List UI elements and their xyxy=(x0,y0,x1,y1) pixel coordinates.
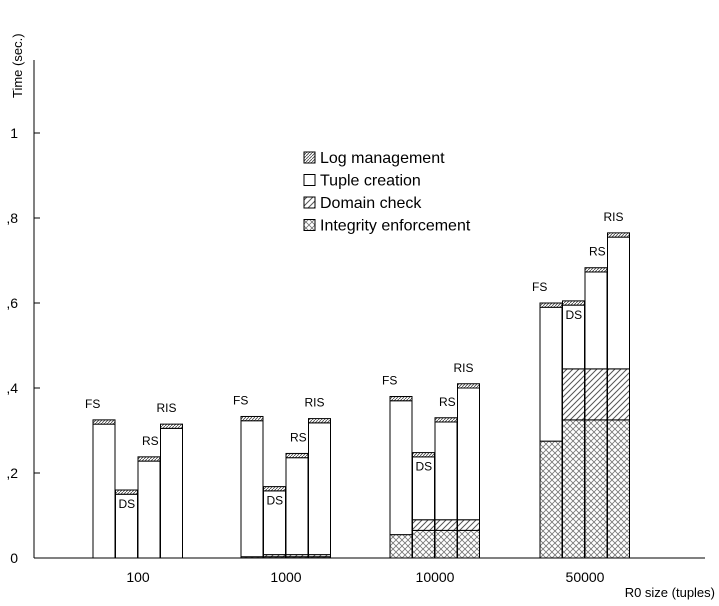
y-tick-label: ,8 xyxy=(6,210,18,226)
bar-segment xyxy=(434,421,458,521)
bar-label: DS xyxy=(566,308,583,322)
bar-segment xyxy=(539,440,563,559)
category-label: 50000 xyxy=(566,569,605,585)
bar-segment xyxy=(584,419,608,559)
bar-label: DS xyxy=(267,494,284,508)
legend-label: Domain check xyxy=(320,195,422,212)
legend-swatch xyxy=(303,151,316,164)
legend-label: Tuple creation xyxy=(320,173,421,190)
y-ticks: 0 ,2 ,4 ,6 ,8 1 xyxy=(6,125,40,566)
bar-label: RIS xyxy=(157,401,177,415)
bar-label: FS xyxy=(85,397,100,411)
bar-label: RIS xyxy=(604,210,624,224)
y-tick-label: 0 xyxy=(10,550,18,566)
y-tick-label: ,2 xyxy=(6,465,18,481)
legend-label: Log management xyxy=(320,150,445,167)
bar-segment xyxy=(240,420,264,558)
bar-segment xyxy=(434,519,458,531)
category-label: 10000 xyxy=(416,569,455,585)
bar-segment xyxy=(285,452,309,459)
bar-segment xyxy=(434,529,458,559)
bar-segment xyxy=(434,417,458,423)
bar-segment xyxy=(240,415,264,422)
bar-segment xyxy=(607,236,630,370)
bar-label: RIS xyxy=(454,361,474,375)
bar-label: FS xyxy=(382,374,397,388)
bar-segment xyxy=(92,419,116,425)
bar-segment xyxy=(389,400,413,536)
bar-segment xyxy=(607,368,630,421)
bar-segment xyxy=(412,519,435,531)
bar-label: RS xyxy=(142,434,159,448)
bar-label: RS xyxy=(589,245,606,259)
bar-segment xyxy=(263,486,286,492)
bar-segment xyxy=(457,383,480,389)
bar-segment xyxy=(584,368,608,421)
bar-label: DS xyxy=(416,460,433,474)
legend-swatch xyxy=(303,219,316,231)
y-axis-label: Time (sec.) xyxy=(10,33,25,98)
bar-segment xyxy=(285,457,309,556)
bar-segment xyxy=(92,423,116,559)
bar-segment xyxy=(562,368,585,421)
bar-segment xyxy=(457,519,480,531)
bars: FS DS RS RIS FS DS RS RIS FS DS RS RIS FS DS RS RIS xyxy=(85,210,630,559)
bar-segment xyxy=(457,529,480,559)
bar-segment xyxy=(389,396,413,402)
bar-segment xyxy=(562,419,585,559)
bar-segment xyxy=(137,456,161,462)
bar-segment xyxy=(137,460,161,559)
y-tick-label: 1 xyxy=(10,125,18,141)
bar-segment xyxy=(584,267,608,273)
bar-label: RS xyxy=(439,395,456,409)
bar-segment xyxy=(389,534,413,559)
bar-label: FS xyxy=(532,280,547,294)
bar-segment xyxy=(160,423,183,429)
bar-segment xyxy=(607,419,630,559)
bar-label: RIS xyxy=(305,396,325,410)
legend-swatch xyxy=(303,196,316,209)
bar-label: RS xyxy=(290,430,307,444)
y-tick-label: ,6 xyxy=(6,295,18,311)
category-label: 1000 xyxy=(270,569,301,585)
legend-swatch xyxy=(303,174,316,186)
bar-segment xyxy=(539,302,563,308)
bar-label: DS xyxy=(119,497,136,511)
bar-segment xyxy=(539,306,563,442)
bar-segment xyxy=(115,489,138,495)
bar-segment xyxy=(308,418,331,424)
bar-segment xyxy=(562,300,585,306)
bar-segment xyxy=(308,422,331,556)
x-axis-label: R0 size (tuples) xyxy=(625,585,715,600)
bar-segment xyxy=(412,529,435,559)
bar-label: FS xyxy=(233,393,248,407)
legend: Log management Tuple creation Domain check… xyxy=(303,150,471,235)
category-label: 100 xyxy=(126,569,150,585)
bar-segment xyxy=(160,427,183,559)
category-labels: 100 1000 10000 50000 xyxy=(126,569,604,585)
y-tick-label: ,4 xyxy=(6,380,18,396)
bar-segment xyxy=(584,271,608,370)
bar-segment xyxy=(607,232,630,238)
bar-segment xyxy=(412,452,435,458)
bar-segment xyxy=(457,387,480,521)
legend-label: Integrity enforcement xyxy=(320,218,471,235)
